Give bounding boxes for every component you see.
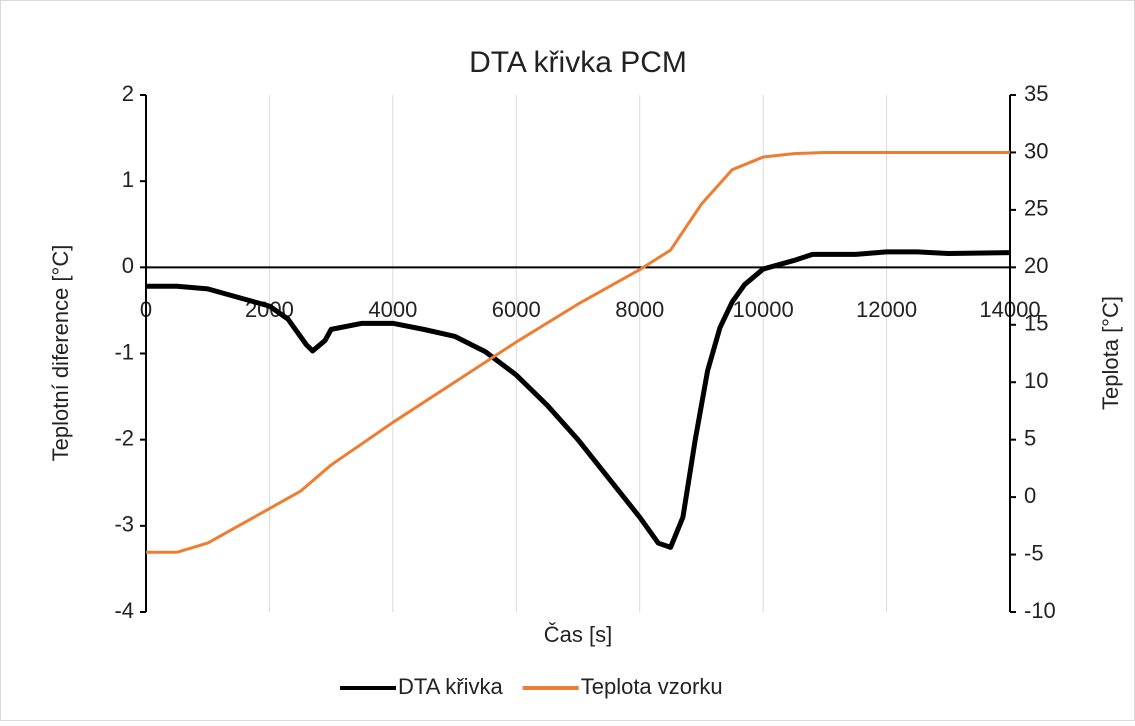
legend-label: Teplota vzorku [581,674,723,699]
series-line [146,249,1011,550]
y2-tick-label: 0 [1024,483,1036,508]
y-tick-label: -1 [114,339,134,364]
y2-tick-label: 35 [1024,81,1048,106]
x-axis-title: Čas [s] [544,622,612,647]
y2-tick-label: 10 [1024,368,1048,393]
x-tick-label: 10000 [733,297,794,322]
x-tick-label: 8000 [615,297,664,322]
y2-tick-label: -10 [1024,598,1056,623]
legend-label: DTA křivka [398,674,503,699]
x-tick-label: 12000 [856,297,917,322]
y-tick-label: -3 [114,512,134,537]
y2-tick-label: 20 [1024,253,1048,278]
x-tick-label: 4000 [368,297,417,322]
y-tick-label: 0 [122,253,134,278]
chart-title: DTA křivka PCM [469,46,687,79]
y2-tick-label: 30 [1024,138,1048,163]
series-line [146,150,1010,554]
y-axis-title: Teplotní diference [°C] [48,245,73,462]
y-tick-label: 2 [122,81,134,106]
x-tick-label: 6000 [492,297,541,322]
y2-tick-label: 15 [1024,311,1048,336]
y2-axis-title: Teplota [°C] [1098,296,1123,410]
y-tick-label: -4 [114,598,134,623]
y-tick-label: 1 [122,167,134,192]
y2-tick-label: 5 [1024,425,1036,450]
y-tick-label: -2 [114,425,134,450]
y2-tick-label: 25 [1024,196,1048,221]
y2-tick-label: -5 [1024,540,1044,565]
